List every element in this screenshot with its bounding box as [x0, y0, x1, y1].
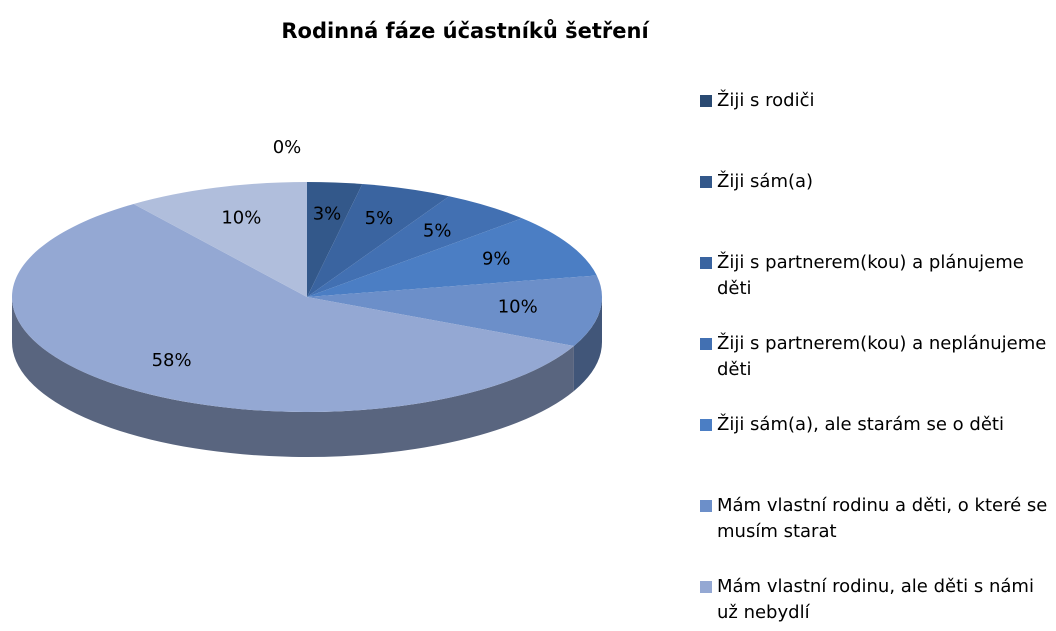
legend-label: Mám vlastní rodinu a děti, o které se mu… — [717, 495, 1048, 542]
data-label: 10% — [498, 296, 538, 317]
pie-slice — [11, 203, 574, 412]
legend-swatch — [700, 500, 712, 512]
pie-side — [12, 297, 574, 457]
legend-label: Žiji sám(a), ale starám se o děti — [717, 414, 1004, 435]
legend-label: Mám vlastní rodinu, ale děti s námi už n… — [717, 576, 1034, 623]
legend-label: Žiji s partnerem(kou) a plánujeme děti — [717, 252, 1024, 299]
data-label: 58% — [152, 350, 192, 371]
legend-item: Žiji s partnerem(kou) a plánujeme děti — [700, 250, 1050, 302]
legend-item: Mám vlastní rodinu a děti, o které se mu… — [700, 493, 1050, 545]
legend-swatch — [700, 176, 712, 188]
data-label: 3% — [313, 204, 342, 225]
legend-label: Žiji sám(a) — [717, 171, 814, 192]
data-label: 5% — [423, 221, 452, 242]
legend-swatch — [700, 257, 712, 269]
pie-slice — [307, 218, 597, 297]
legend-item: Žiji sám(a), ale starám se o děti — [700, 412, 1050, 438]
data-label: 0% — [273, 137, 302, 158]
legend-item: Mám vlastní rodinu, ale děti s námi už n… — [700, 574, 1050, 626]
legend-swatch — [700, 419, 712, 431]
legend-swatch — [700, 581, 712, 593]
pie-slice — [307, 182, 363, 297]
data-label: 5% — [365, 208, 394, 229]
legend-item: Žiji sám(a) — [700, 169, 1050, 195]
pie-slice — [307, 184, 450, 297]
legend-swatch — [700, 338, 712, 350]
chart-title: Rodinná fáze účastníků šetření — [281, 19, 650, 43]
legend-label: Žiji s rodiči — [717, 90, 815, 111]
data-label: 9% — [482, 248, 511, 269]
pie-slice — [133, 182, 307, 297]
legend-swatch — [700, 95, 712, 107]
data-label: 10% — [221, 207, 261, 228]
legend-item: Žiji s partnerem(kou) a neplánujeme děti — [700, 331, 1050, 383]
legend-item: Žiji s rodiči — [700, 88, 1050, 114]
legend-label: Žiji s partnerem(kou) a neplánujeme děti — [717, 333, 1047, 380]
pie-slice — [307, 196, 523, 297]
pie-side — [573, 297, 602, 391]
pie-slice — [307, 275, 602, 346]
